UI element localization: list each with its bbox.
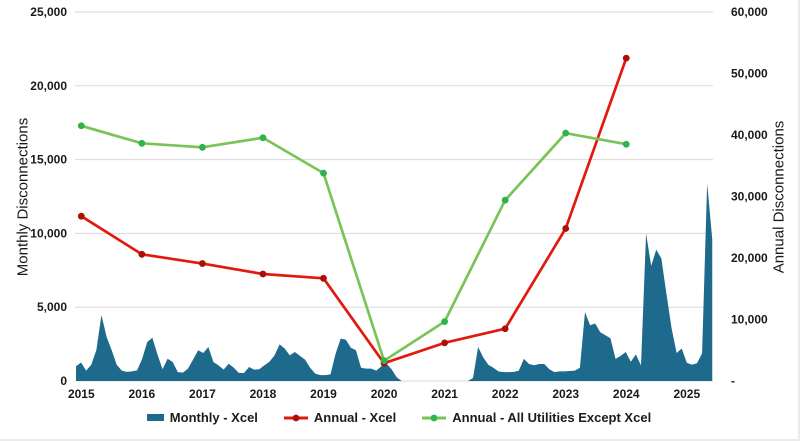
annual-all-utilities-marker (199, 143, 206, 151)
left-tick-label: 25,000 (30, 5, 67, 19)
annual-xcel-marker (320, 274, 327, 282)
annual-xcel-marker (259, 270, 267, 278)
right-tick-label: - (731, 374, 735, 388)
legend-label: Annual - All Utilities Except Xcel (452, 410, 652, 425)
x-tick-label: 2016 (128, 387, 155, 401)
legend: Monthly - Xcel Annual - Xcel Annual - Al… (0, 410, 798, 425)
x-tick-label: 2023 (552, 387, 579, 401)
left-tick-label: 0 (60, 374, 67, 388)
annual-all-utilities-marker (622, 140, 630, 148)
area-swatch-icon (146, 414, 164, 421)
x-tick-label: 2022 (492, 387, 519, 401)
annual-xcel-marker (562, 225, 570, 232)
x-tick-label: 2025 (673, 387, 700, 401)
annual-xcel-marker (138, 250, 146, 258)
monthly-xcel-area (76, 183, 713, 381)
right-axis-title: Annual Disconnections (770, 120, 788, 274)
right-tick-label: 60,000 (731, 5, 768, 19)
annual-xcel-marker (622, 54, 630, 62)
left-tick-label: 15,000 (30, 153, 67, 167)
legend-label: Monthly - Xcel (169, 410, 258, 425)
left-tick-label: 5,000 (37, 300, 67, 314)
x-tick-label: 2015 (68, 387, 95, 401)
line-dot-swatch-icon (283, 414, 308, 421)
right-tick-label: 10,000 (731, 313, 768, 327)
annual-xcel-marker (77, 212, 85, 220)
legend-label: Annual - Xcel (313, 410, 397, 425)
annual-all-utilities-marker (320, 169, 327, 177)
x-tick-label: 2019 (310, 387, 337, 401)
x-tick-label: 2017 (189, 387, 216, 401)
right-tick-label: 40,000 (731, 128, 768, 142)
x-tick-label: 2020 (371, 387, 398, 401)
right-tick-label: 50,000 (731, 67, 768, 81)
annual-all-utilities-marker (501, 196, 509, 204)
right-tick-label: 20,000 (731, 251, 768, 265)
x-tick-label: 2021 (431, 387, 458, 401)
right-tick-label: 30,000 (731, 190, 768, 204)
annual-all-utilities-marker (77, 122, 85, 130)
annual-all-utilities-marker (562, 129, 570, 137)
x-tick-label: 2018 (250, 387, 277, 401)
annual-all-utilities-marker (138, 139, 146, 147)
line-dot-swatch-icon (422, 414, 447, 421)
legend-item-annual-xcel: Annual - Xcel (283, 410, 397, 425)
left-tick-label: 10,000 (30, 226, 67, 240)
annual-xcel-marker (501, 325, 509, 333)
x-tick-label: 2024 (613, 387, 640, 401)
annual-all-utilities-marker (441, 318, 448, 326)
annual-xcel-marker (441, 339, 448, 347)
annual-all-utilities-marker (380, 357, 388, 365)
left-tick-label: 20,000 (30, 79, 67, 93)
annual-all-utilities-marker (259, 134, 267, 142)
left-axis-title: Monthly Disconnections (14, 117, 32, 277)
annual-all-utilities-line (79, 124, 628, 363)
annual-xcel-line (79, 56, 628, 365)
annual-xcel-marker (199, 260, 206, 267)
legend-item-annual-all-utilities: Annual - All Utilities Except Xcel (422, 410, 651, 425)
legend-item-monthly-xcel: Monthly - Xcel (146, 410, 258, 425)
